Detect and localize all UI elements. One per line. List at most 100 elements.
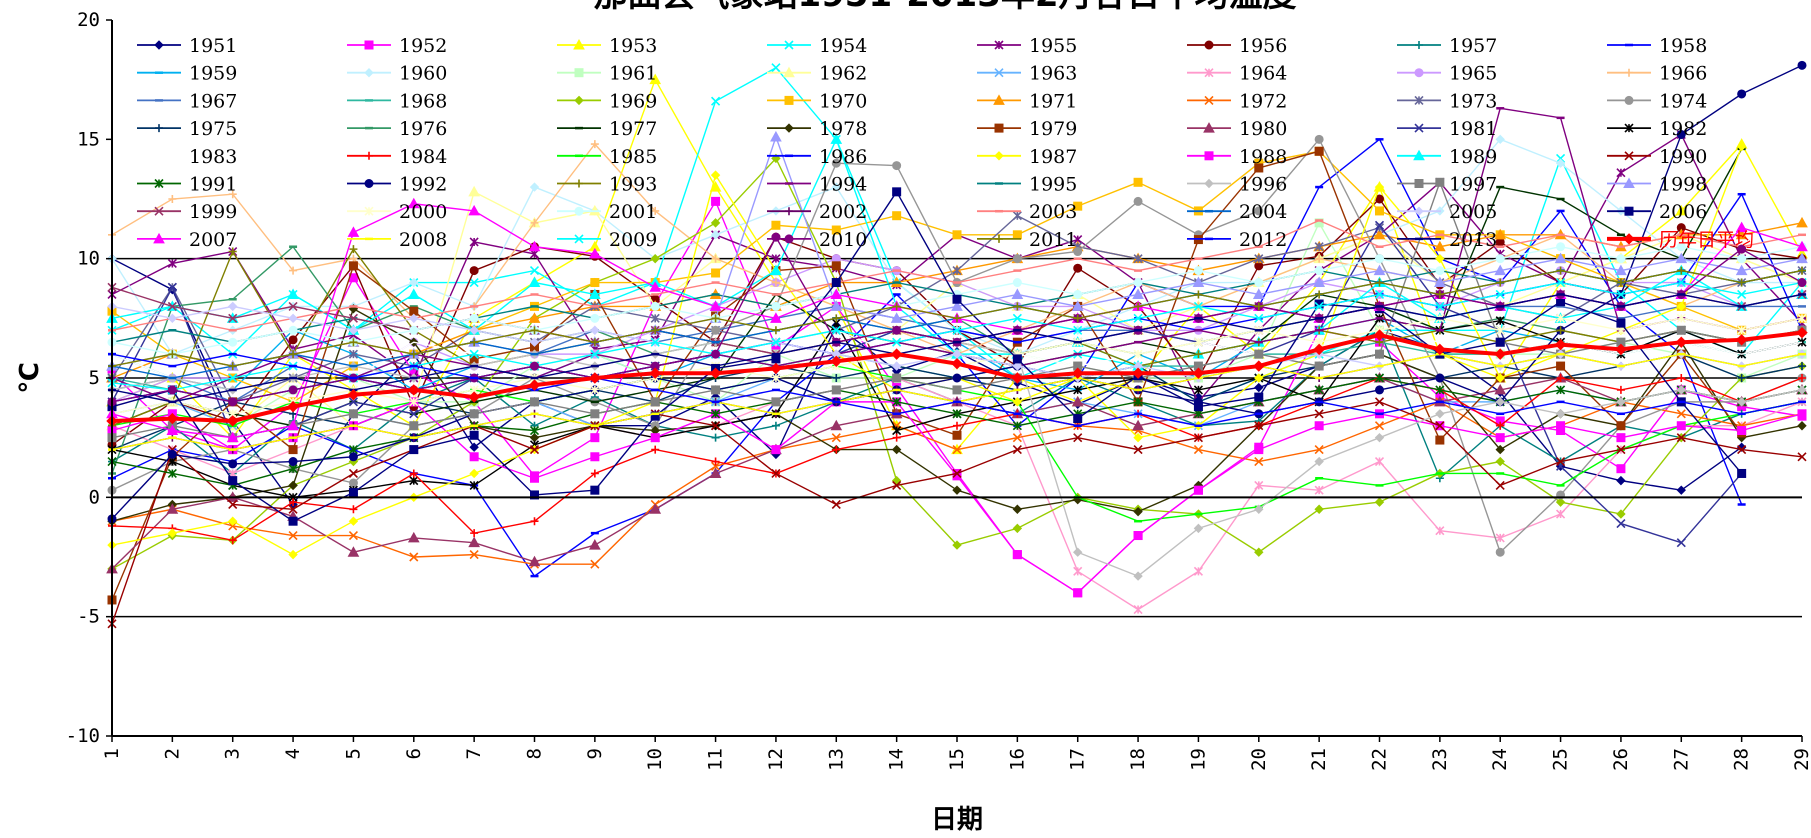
legend-marker <box>1203 122 1215 133</box>
data-point <box>953 421 961 430</box>
legend-item: 1992 <box>347 174 447 196</box>
data-point <box>1676 385 1686 395</box>
data-point <box>951 357 963 370</box>
legend-marker <box>1625 68 1633 77</box>
data-point <box>407 197 420 209</box>
data-point <box>168 195 177 203</box>
data-point <box>1133 506 1143 517</box>
legend-label: 1987 <box>1029 146 1077 168</box>
legend-label: 1996 <box>1239 174 1287 196</box>
legend-label: 1997 <box>1449 174 1497 196</box>
data-point <box>830 419 843 431</box>
data-point <box>1797 452 1807 462</box>
data-point <box>771 254 781 264</box>
data-point <box>1556 421 1566 431</box>
data-point <box>1798 266 1806 275</box>
data-point <box>952 385 962 395</box>
data-point <box>1676 313 1686 323</box>
data-point <box>1796 240 1808 252</box>
legend-label: 2005 <box>1449 201 1497 223</box>
legend-item: 1983 <box>137 146 237 168</box>
data-point <box>347 546 360 557</box>
data-point <box>892 187 902 197</box>
data-point <box>1254 445 1264 455</box>
data-point <box>349 245 358 254</box>
legend-label: 2010 <box>819 229 867 251</box>
data-point <box>288 385 298 395</box>
data-point <box>1252 288 1265 299</box>
data-point <box>1133 349 1143 359</box>
legend-item: 1995 <box>977 174 1077 196</box>
data-point <box>1736 141 1747 152</box>
data-point <box>892 373 902 383</box>
legend-item: 1959 <box>137 63 237 85</box>
data-point <box>288 480 298 491</box>
data-point <box>1435 266 1445 276</box>
data-point <box>530 326 539 335</box>
legend-item: 1965 <box>1397 63 1497 85</box>
data-point <box>468 185 480 197</box>
data-point <box>711 433 720 442</box>
data-point <box>830 355 842 368</box>
data-point <box>1073 325 1083 335</box>
legend-marker <box>365 151 373 160</box>
data-point <box>590 313 600 323</box>
legend-label: 1955 <box>1029 35 1077 57</box>
legend-marker <box>1623 177 1635 188</box>
data-point <box>1012 433 1022 443</box>
legend-label: 1957 <box>1449 35 1497 57</box>
data-point <box>1253 360 1265 372</box>
legend-label: 1990 <box>1659 146 1707 168</box>
data-point <box>409 277 419 288</box>
legend-label: 1991 <box>189 174 237 196</box>
legend-item: 1952 <box>347 35 447 57</box>
legend-marker <box>1204 40 1214 50</box>
data-point <box>1435 385 1445 395</box>
data-point <box>711 421 721 431</box>
data-point <box>469 325 479 335</box>
series-2013 <box>108 293 1806 404</box>
data-point <box>288 516 298 526</box>
data-point <box>168 350 177 359</box>
data-point <box>711 268 721 278</box>
data-point <box>1797 313 1807 323</box>
data-point <box>1072 367 1084 379</box>
data-point <box>1073 547 1083 557</box>
legend-item: 1978 <box>767 118 867 140</box>
data-point <box>651 206 660 215</box>
legend-item: 1955 <box>977 35 1077 57</box>
legend-marker <box>993 94 1005 105</box>
legend-item: 1980 <box>1187 118 1287 140</box>
data-point <box>1373 264 1386 276</box>
data-point <box>1555 158 1566 168</box>
data-point <box>1735 334 1748 346</box>
data-point <box>1494 348 1506 360</box>
data-point <box>1676 485 1686 495</box>
data-point <box>649 367 661 379</box>
legend-item: 2010 <box>767 229 867 251</box>
data-point <box>167 313 178 324</box>
data-point <box>831 225 841 235</box>
legend-label: 1994 <box>819 174 867 196</box>
data-point <box>1495 373 1505 383</box>
data-point <box>711 457 720 466</box>
legend-label: 1960 <box>399 63 447 85</box>
data-point <box>1616 289 1626 300</box>
data-point <box>1797 385 1807 395</box>
legend-item: 1977 <box>557 118 657 140</box>
legend-label: 1956 <box>1239 35 1287 57</box>
data-point <box>1314 146 1324 156</box>
legend-label: 1998 <box>1659 174 1707 196</box>
data-point <box>1254 504 1264 514</box>
legend-marker <box>575 179 583 188</box>
data-point <box>287 419 299 431</box>
data-point <box>1676 130 1686 140</box>
data-point <box>1737 89 1747 99</box>
data-point <box>1012 445 1022 455</box>
data-point <box>1495 397 1505 407</box>
data-point <box>1134 302 1143 311</box>
legend-marker <box>364 179 374 188</box>
data-point <box>470 529 479 538</box>
data-point <box>1073 314 1082 323</box>
data-point <box>468 204 480 216</box>
